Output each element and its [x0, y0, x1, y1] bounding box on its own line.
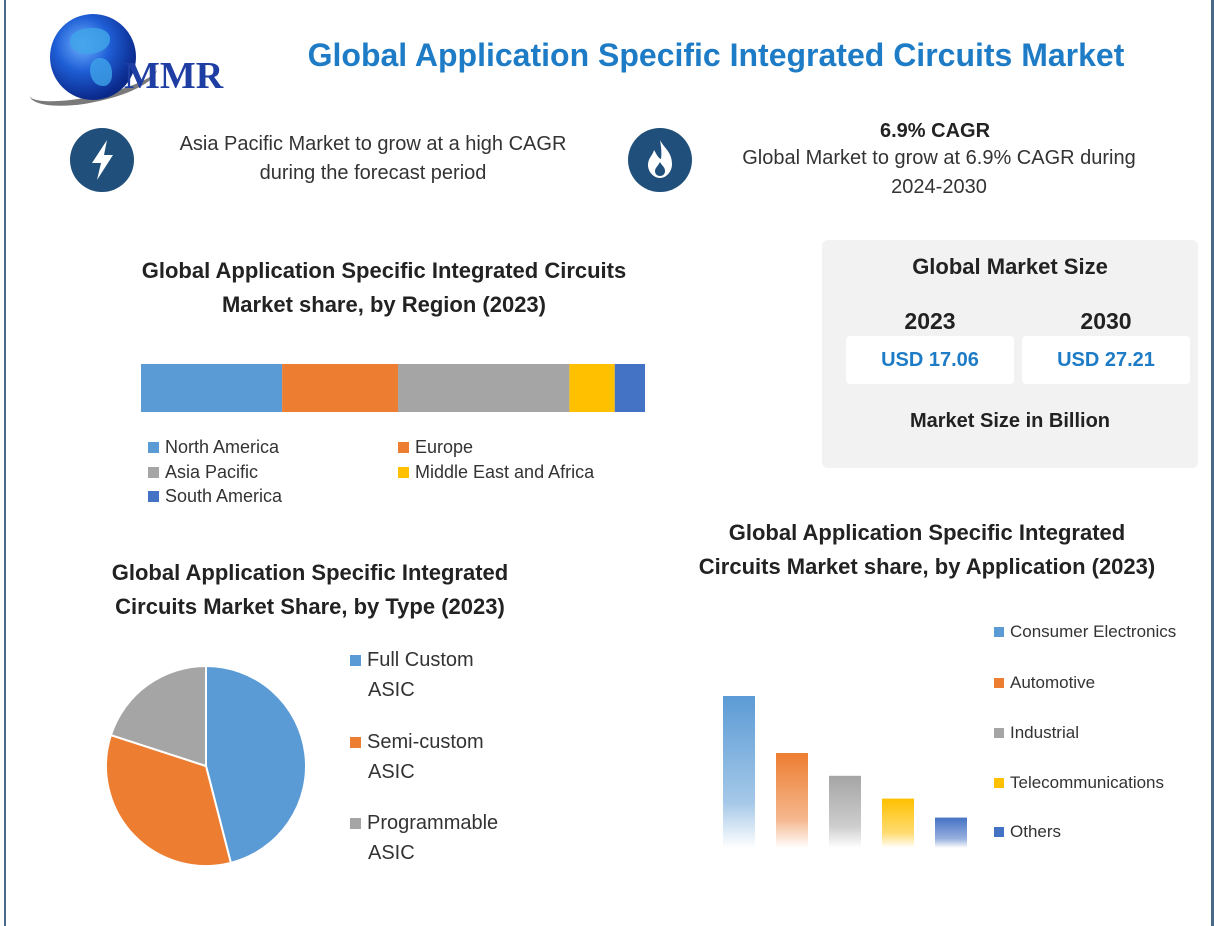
- page-title: Global Application Specific Integrated C…: [307, 37, 1125, 73]
- flame-icon: [628, 128, 692, 192]
- legend-label: South America: [165, 486, 283, 506]
- type-legend-programmable-asic: Programmable ASIC: [350, 808, 498, 868]
- legend-label: Consumer Electronics: [1010, 622, 1177, 641]
- legend-label: Automotive: [1010, 673, 1096, 692]
- year-2023-label: 2023: [904, 308, 956, 334]
- region-segment-south-america: [614, 364, 645, 412]
- type-legend-semi-custom-asic: Semi-custom ASIC: [350, 727, 484, 787]
- logo-text: MMR: [124, 55, 224, 97]
- market-size-note: Market Size in Billion: [909, 410, 1111, 432]
- region-segment-europe: [282, 364, 399, 412]
- app-bar-telecommunications: [882, 798, 914, 848]
- legend-swatch: [398, 467, 409, 478]
- market-value-2030: USD 27.21: [1022, 336, 1190, 384]
- frame-border-left: [4, 0, 6, 926]
- application-bar-chart: [723, 696, 967, 848]
- region-legend-middle-east-and-africa: Middle East and Africa: [398, 461, 594, 483]
- type-pie-chart: [105, 664, 307, 867]
- region-legend-europe: Europe: [398, 436, 473, 458]
- lightning-bolt-icon: [70, 128, 134, 192]
- legend-label-line: Full Custom: [350, 645, 474, 675]
- app-bar-consumer-electronics: [723, 696, 755, 848]
- app-legend-others: Others: [994, 822, 1061, 842]
- region-segment-middle-east-and-africa: [569, 364, 615, 412]
- type-legend-full-custom-asic: Full Custom ASIC: [350, 645, 474, 705]
- legend-label-line: ASIC: [368, 761, 415, 783]
- app-legend-telecommunications: Telecommunications: [994, 773, 1164, 793]
- region-stacked-bar-chart: [141, 364, 645, 412]
- legend-swatch: [994, 778, 1004, 788]
- mmr-logo: MMR: [25, 12, 258, 116]
- region-segment-asia-pacific: [398, 364, 570, 412]
- cagr-text: Global Market to grow at 6.9% CAGR durin…: [742, 147, 1136, 198]
- legend-swatch: [994, 678, 1004, 688]
- legend-label: Others: [1010, 822, 1062, 841]
- pie-slice-programmable-asic: [109, 664, 207, 768]
- legend-swatch: [148, 491, 159, 502]
- app-legend-consumer-electronics: Consumer Electronics: [994, 622, 1176, 642]
- legend-swatch: [350, 737, 361, 748]
- region-chart-title: Global Application Specific Integrated C…: [141, 258, 627, 317]
- app-legend-industrial: Industrial: [994, 723, 1079, 743]
- region-segment-north-america: [141, 364, 283, 412]
- region-legend-north-america: North America: [148, 436, 279, 458]
- app-legend-automotive: Automotive: [994, 673, 1095, 693]
- legend-label: Europe: [415, 437, 474, 457]
- legend-label: North America: [165, 437, 280, 457]
- legend-swatch: [994, 627, 1004, 637]
- pie-slice-full-custom-asic: [205, 664, 307, 865]
- region-legend-south-america: South America: [148, 485, 282, 507]
- globe-icon: [50, 14, 136, 100]
- pie-slice-semi-custom-asic: [105, 733, 233, 867]
- type-chart-title: Global Application Specific Integrated C…: [111, 560, 509, 619]
- market-size-card: Global Market Size 2023 2030 USD 17.06 U…: [822, 240, 1198, 468]
- legend-swatch: [148, 442, 159, 453]
- legend-label: Industrial: [1010, 723, 1079, 742]
- legend-swatch: [994, 827, 1004, 837]
- legend-label: Asia Pacific: [165, 462, 259, 482]
- legend-label-line: ASIC: [368, 842, 415, 864]
- application-chart-title: Global Application Specific Integrated C…: [698, 520, 1156, 579]
- app-bar-industrial: [829, 775, 861, 848]
- legend-swatch: [398, 442, 409, 453]
- legend-swatch: [350, 818, 361, 829]
- app-bar-others: [935, 817, 967, 848]
- frame-border-right: [1211, 0, 1214, 926]
- legend-swatch: [148, 467, 159, 478]
- market-value-2023: USD 17.06: [846, 336, 1014, 384]
- legend-label-line: Programmable: [350, 808, 498, 838]
- region-legend-asia-pacific: Asia Pacific: [148, 461, 258, 483]
- cagr-title: 6.9% CAGR: [879, 120, 991, 142]
- app-bar-automotive: [776, 753, 808, 848]
- legend-swatch: [350, 655, 361, 666]
- legend-label-line: ASIC: [368, 679, 415, 701]
- legend-label: Telecommunications: [1010, 773, 1165, 792]
- legend-label-line: Semi-custom: [350, 727, 484, 757]
- legend-label: Middle East and Africa: [415, 462, 595, 482]
- legend-swatch: [994, 728, 1004, 738]
- market-size-title: Global Market Size: [912, 254, 1108, 279]
- apac-growth-text: Asia Pacific Market to grow at a high CA…: [179, 133, 567, 184]
- year-2030-label: 2030: [1080, 308, 1132, 334]
